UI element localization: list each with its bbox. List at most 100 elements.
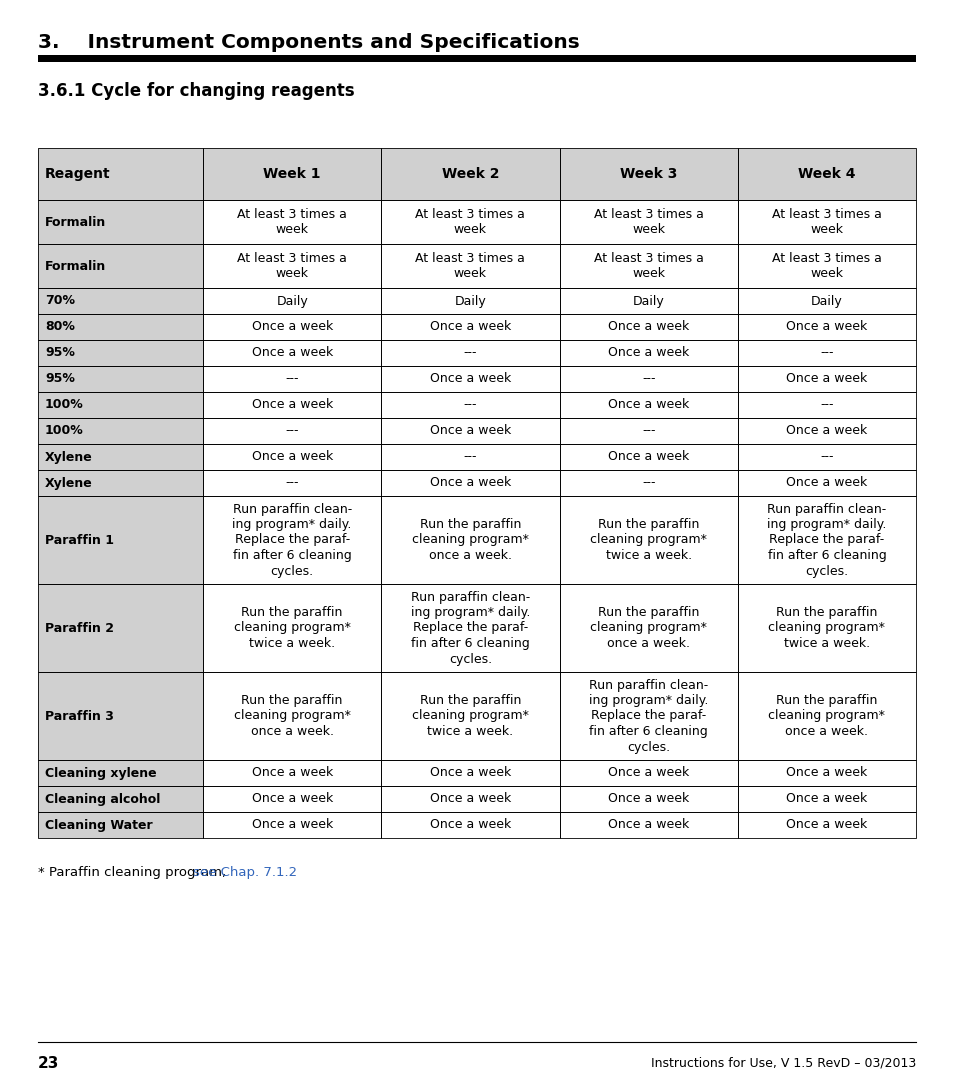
Text: Cleaning alcohol: Cleaning alcohol <box>45 793 160 806</box>
Bar <box>203 584 381 672</box>
Text: Week 1: Week 1 <box>263 167 320 181</box>
Bar <box>737 314 915 340</box>
Bar <box>381 444 559 470</box>
Bar <box>38 672 203 760</box>
Bar <box>203 418 381 444</box>
Bar <box>38 314 203 340</box>
Text: ---: --- <box>285 476 298 489</box>
Bar <box>737 200 915 244</box>
Bar <box>559 340 737 366</box>
Bar <box>38 786 203 812</box>
Text: Instructions for Use, V 1.5 RevD – 03/2013: Instructions for Use, V 1.5 RevD – 03/20… <box>650 1056 915 1069</box>
Bar <box>559 418 737 444</box>
Text: Once a week: Once a week <box>785 767 866 780</box>
Text: Run the paraffin
cleaning program*
twice a week.: Run the paraffin cleaning program* twice… <box>233 606 351 650</box>
Text: Once a week: Once a week <box>252 347 333 360</box>
Text: Once a week: Once a week <box>252 321 333 334</box>
Bar <box>203 496 381 584</box>
Text: Once a week: Once a week <box>607 819 689 832</box>
Bar <box>559 200 737 244</box>
Text: At least 3 times a
week: At least 3 times a week <box>237 252 347 280</box>
Bar <box>737 760 915 786</box>
Bar <box>203 244 381 288</box>
Bar <box>203 314 381 340</box>
Bar <box>737 786 915 812</box>
Bar <box>203 812 381 838</box>
Bar <box>203 470 381 496</box>
Text: 3.    Instrument Components and Specifications: 3. Instrument Components and Specificati… <box>38 32 579 52</box>
Bar <box>381 812 559 838</box>
Text: 80%: 80% <box>45 321 74 334</box>
Bar <box>38 812 203 838</box>
Bar <box>38 418 203 444</box>
Bar <box>737 340 915 366</box>
Bar <box>38 760 203 786</box>
Bar <box>737 496 915 584</box>
Text: Run the paraffin
cleaning program*
once a week.: Run the paraffin cleaning program* once … <box>767 694 884 738</box>
Bar <box>203 786 381 812</box>
Text: Once a week: Once a week <box>607 767 689 780</box>
Bar <box>559 786 737 812</box>
Bar <box>203 288 381 314</box>
Bar <box>737 200 915 244</box>
Text: Run paraffin clean-
ing program* daily.
Replace the paraf-
fin after 6 cleaning
: Run paraffin clean- ing program* daily. … <box>411 591 530 665</box>
Bar <box>381 672 559 760</box>
Text: ---: --- <box>641 373 655 386</box>
Text: Once a week: Once a week <box>252 819 333 832</box>
Text: Paraffin 3: Paraffin 3 <box>45 710 113 723</box>
Bar <box>737 584 915 672</box>
Bar <box>559 584 737 672</box>
Bar <box>38 244 203 288</box>
Bar <box>203 340 381 366</box>
Text: Once a week: Once a week <box>252 767 333 780</box>
Bar <box>203 148 381 200</box>
Text: Cleaning xylene: Cleaning xylene <box>45 767 156 780</box>
Bar <box>381 244 559 288</box>
Text: Once a week: Once a week <box>607 321 689 334</box>
Bar <box>203 200 381 244</box>
Bar <box>737 786 915 812</box>
Text: Run the paraffin
cleaning program*
once a week.: Run the paraffin cleaning program* once … <box>590 606 706 650</box>
Bar <box>559 288 737 314</box>
Bar <box>737 392 915 418</box>
Text: At least 3 times a
week: At least 3 times a week <box>237 207 347 237</box>
Text: Once a week: Once a week <box>785 373 866 386</box>
Text: Once a week: Once a week <box>430 767 511 780</box>
Text: ---: --- <box>820 399 833 411</box>
Bar <box>381 786 559 812</box>
Bar <box>203 148 381 200</box>
Bar <box>737 812 915 838</box>
Bar <box>559 418 737 444</box>
Text: ---: --- <box>285 424 298 437</box>
Bar <box>559 392 737 418</box>
Text: Once a week: Once a week <box>252 450 333 463</box>
Bar <box>38 584 203 672</box>
Bar <box>559 672 737 760</box>
Bar <box>381 366 559 392</box>
Bar <box>381 496 559 584</box>
Bar <box>737 672 915 760</box>
Bar <box>38 496 203 584</box>
Bar <box>381 314 559 340</box>
Text: Run paraffin clean-
ing program* daily.
Replace the paraf-
fin after 6 cleaning
: Run paraffin clean- ing program* daily. … <box>766 502 885 578</box>
Bar <box>559 200 737 244</box>
Bar <box>737 148 915 200</box>
Text: Daily: Daily <box>810 295 841 308</box>
Text: Once a week: Once a week <box>607 450 689 463</box>
Bar <box>203 314 381 340</box>
Bar <box>203 288 381 314</box>
Text: At least 3 times a
week: At least 3 times a week <box>771 252 881 280</box>
Text: Paraffin 2: Paraffin 2 <box>45 621 113 634</box>
Text: ---: --- <box>641 424 655 437</box>
Bar <box>737 366 915 392</box>
Text: Once a week: Once a week <box>785 321 866 334</box>
Bar <box>203 672 381 760</box>
Bar <box>381 496 559 584</box>
Text: Cleaning Water: Cleaning Water <box>45 819 152 832</box>
Text: Run the paraffin
cleaning program*
twice a week.: Run the paraffin cleaning program* twice… <box>767 606 884 650</box>
Bar <box>381 314 559 340</box>
Bar <box>737 672 915 760</box>
Bar <box>203 786 381 812</box>
Bar <box>559 444 737 470</box>
Bar <box>737 812 915 838</box>
